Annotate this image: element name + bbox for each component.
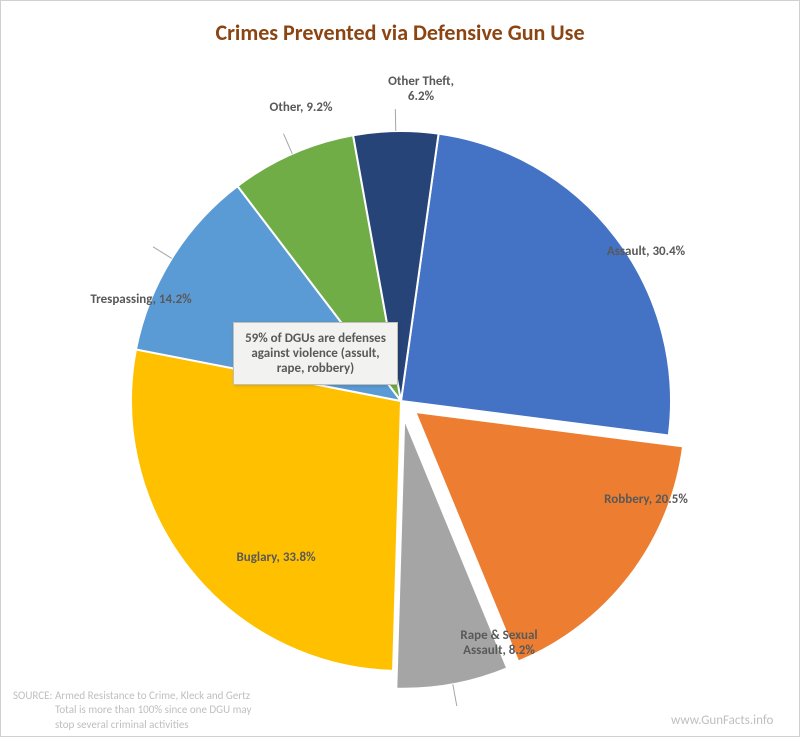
watermark: www.GunFacts.info — [671, 713, 773, 728]
source-line2: Total is more than 100% since one DGU ma… — [13, 703, 251, 717]
slice-label: Assault, 30.4% — [571, 245, 721, 260]
chart-container: Crimes Prevented via Defensive Gun Use 5… — [0, 0, 800, 737]
source-footer: SOURCE: Armed Resistance to Crime, Kleck… — [13, 689, 251, 732]
source-line1: SOURCE: Armed Resistance to Crime, Kleck… — [13, 689, 251, 703]
pie-slice — [131, 349, 401, 670]
source-line3: stop several criminal activities — [13, 718, 251, 732]
slice-label: Other, 9.2% — [251, 101, 351, 116]
slice-label: Trespassing, 14.2% — [71, 293, 211, 308]
slice-label: Other Theft, 6.2% — [376, 75, 466, 105]
pie-chart-svg — [1, 1, 800, 738]
slice-label: Buglary, 33.8% — [201, 551, 351, 566]
slice-label: Robbery, 20.5% — [571, 493, 721, 508]
pie-slice — [401, 134, 671, 436]
slice-label: Rape & Sexual Assault, 8.2% — [459, 629, 539, 659]
leader-line — [153, 247, 172, 259]
leader-line — [453, 684, 457, 706]
callout-box: 59% of DGUs are defenses against violenc… — [233, 322, 398, 385]
leader-line — [283, 134, 292, 154]
